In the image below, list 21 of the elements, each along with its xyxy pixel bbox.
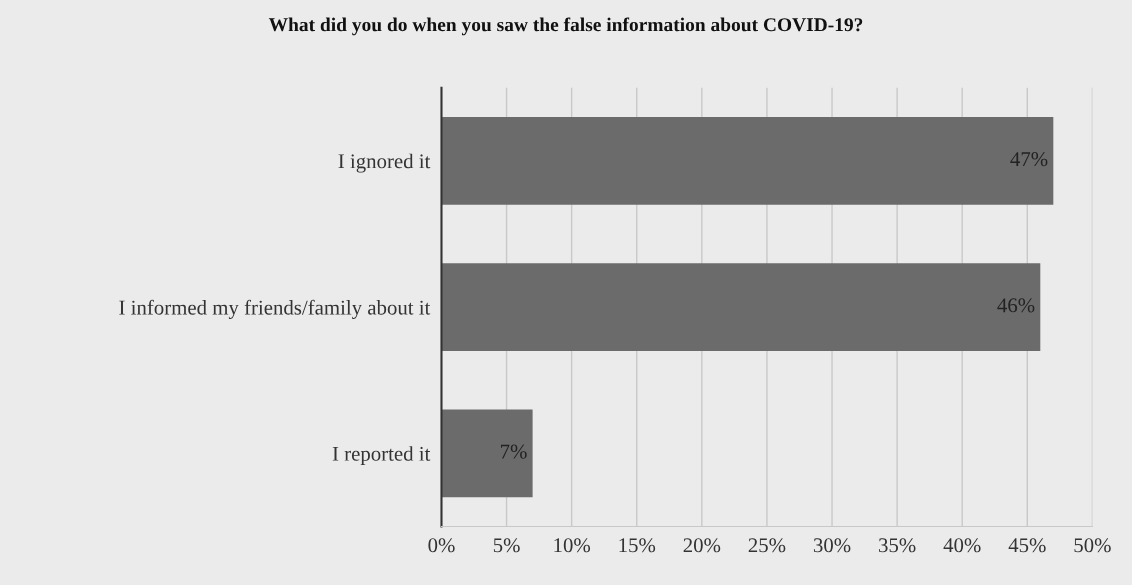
x-tick-label: 30%	[813, 538, 851, 553]
bar	[441, 263, 1041, 351]
chart-title: What did you do when you saw the false information about COVID-19?	[268, 17, 863, 36]
y-tick-label: I reported it	[332, 446, 431, 466]
x-tick-label: 25%	[748, 538, 786, 553]
y-tick-label: I ignored it	[338, 153, 431, 173]
x-tick-label: 50%	[1074, 538, 1111, 553]
x-tick-label: 45%	[1008, 538, 1046, 553]
x-tick-label: 15%	[619, 538, 656, 553]
bar	[441, 117, 1054, 205]
x-tick-label: 20%	[683, 538, 721, 553]
x-tick-label: 40%	[943, 538, 981, 553]
x-tick-label: 5%	[493, 538, 520, 553]
data-label: 46%	[997, 298, 1035, 313]
y-tick-label: I informed my friends/family about it	[119, 299, 431, 319]
x-tick-label: 10%	[554, 538, 591, 553]
x-tick-label: 35%	[879, 538, 916, 553]
bar	[441, 409, 533, 498]
data-label: 47%	[1010, 152, 1048, 167]
data-label: 7%	[501, 444, 527, 459]
x-tick-label: 0%	[428, 538, 455, 553]
